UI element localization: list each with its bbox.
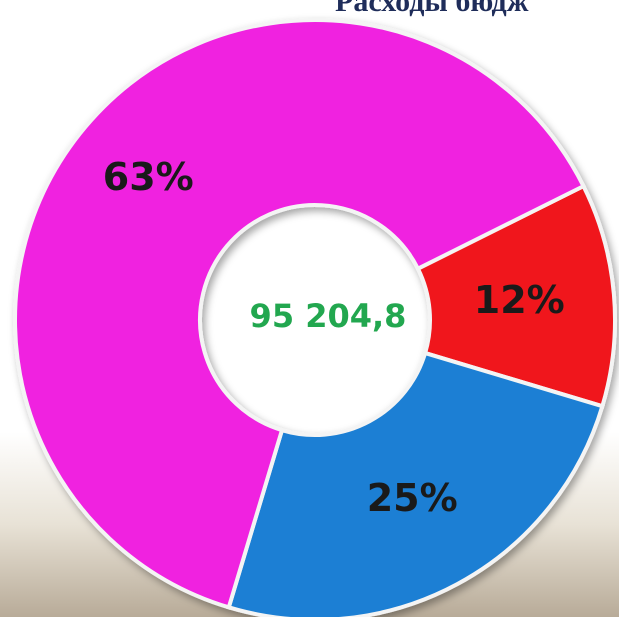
chart-title: Расходы бюдж: [335, 0, 529, 18]
page: {"chart_data": {"type": "pie", "title": …: [0, 0, 619, 617]
value-label: 12%: [474, 278, 565, 322]
center-label: 95 204,8: [250, 297, 407, 335]
value-label: 63%: [103, 155, 194, 199]
value-label: 25%: [367, 476, 458, 520]
chart: Расходы бюдж 95 204,8 12% 25% 63%: [0, 0, 619, 617]
